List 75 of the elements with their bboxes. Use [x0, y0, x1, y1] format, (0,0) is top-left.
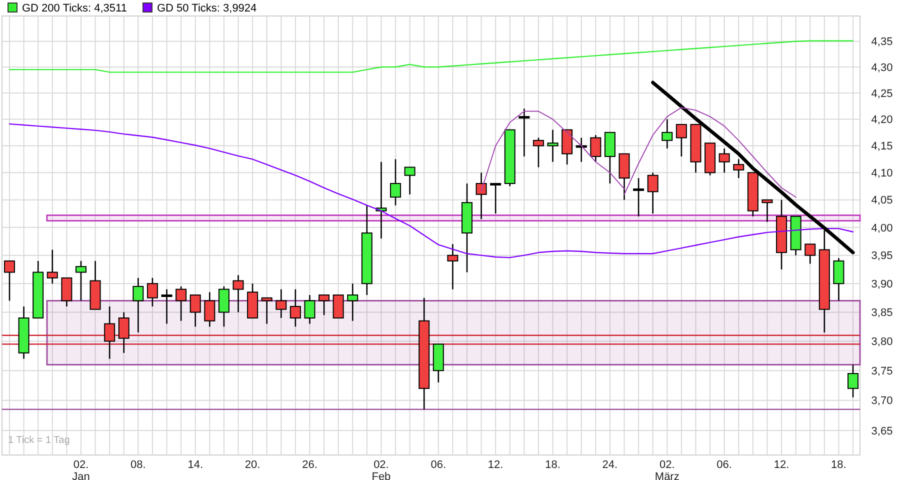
y-tick-label: 3,70	[871, 395, 893, 408]
legend-label: GD 50 Ticks: 3,9924	[157, 2, 257, 14]
annotation: 1 Tick = 1 Tag	[8, 435, 70, 446]
candlestick	[848, 364, 858, 398]
y-tick-label: 3,80	[871, 336, 893, 348]
x-tick-label: 20.	[244, 459, 260, 471]
candlestick	[347, 282, 358, 322]
candlestick	[633, 177, 644, 218]
candlestick	[204, 291, 216, 328]
candlestick	[647, 172, 658, 214]
x-tick-label: 12.	[774, 459, 790, 471]
candlestick	[261, 297, 272, 324]
y-tick-label: 4,35	[871, 36, 893, 48]
candlestick	[304, 294, 316, 324]
candlestick	[833, 257, 844, 302]
candlestick	[46, 249, 58, 284]
y-tick-label: 4,25	[871, 88, 893, 100]
y-tick-label: 4,15	[871, 140, 893, 153]
candlestick	[676, 124, 687, 158]
candlestick	[132, 277, 144, 334]
y-tick-label: 4,30	[871, 62, 893, 74]
candlestick	[161, 288, 172, 324]
y-tick-label: 3,85	[871, 307, 893, 320]
candlestick	[447, 243, 458, 290]
x-tick-label: 08.	[130, 459, 146, 471]
y-tick-label: 4,05	[871, 194, 893, 207]
x-tick-label: 14.	[188, 459, 204, 471]
x-tick-label: 02. Feb	[372, 459, 391, 480]
candlestick	[404, 166, 416, 196]
y-tick-label: 3,95	[871, 250, 893, 262]
candlestick	[662, 118, 673, 150]
candlestick	[804, 243, 816, 264]
y-tick-label: 3,90	[871, 278, 893, 290]
candlestick	[762, 199, 773, 223]
candlestick	[332, 294, 344, 318]
candlestick	[490, 182, 502, 214]
candlestick	[590, 134, 602, 163]
candlestick	[4, 260, 15, 302]
candlestick	[476, 172, 487, 220]
legend-label: GD 200 Ticks: 4,3511	[22, 2, 127, 14]
candlestick	[547, 129, 558, 163]
candlestick	[390, 158, 402, 206]
candlestick	[75, 260, 86, 302]
x-tick-label: 02. Jan	[72, 459, 90, 480]
candlestick	[146, 277, 158, 308]
y-tick-label: 3,65	[871, 425, 893, 438]
candlestick	[576, 137, 587, 163]
candlestick	[118, 312, 130, 354]
x-tick-label: 06.	[716, 459, 732, 471]
x-tick-label: 12.	[488, 459, 504, 471]
line-series	[8, 40, 854, 73]
candlestick	[718, 148, 730, 174]
line-series	[8, 123, 854, 258]
candlestick	[518, 108, 530, 158]
candlestick	[176, 286, 187, 322]
candlestick	[104, 306, 116, 360]
x-tick-label: 24.	[602, 459, 618, 471]
candlestick	[232, 274, 244, 313]
y-tick-label: 4,10	[871, 168, 893, 180]
candlestick	[532, 137, 544, 168]
candlestick	[276, 288, 287, 319]
y-tick-label: 4,20	[871, 114, 893, 126]
candlestick	[190, 294, 201, 328]
x-tick-label: 06.	[430, 459, 446, 471]
candlestick	[218, 286, 230, 328]
x-tick-label: 18.	[831, 459, 846, 471]
candlestick	[318, 294, 330, 316]
x-tick-label: 18.	[545, 459, 560, 471]
x-tick-label: 02. März	[654, 459, 680, 480]
y-tick-label: 3,75	[871, 365, 893, 378]
x-tick-label: 26.	[302, 459, 318, 471]
candlestick	[61, 277, 72, 308]
candlestick	[733, 158, 744, 179]
y-tick-label: 4,00	[871, 222, 893, 234]
candlestick	[290, 288, 301, 328]
